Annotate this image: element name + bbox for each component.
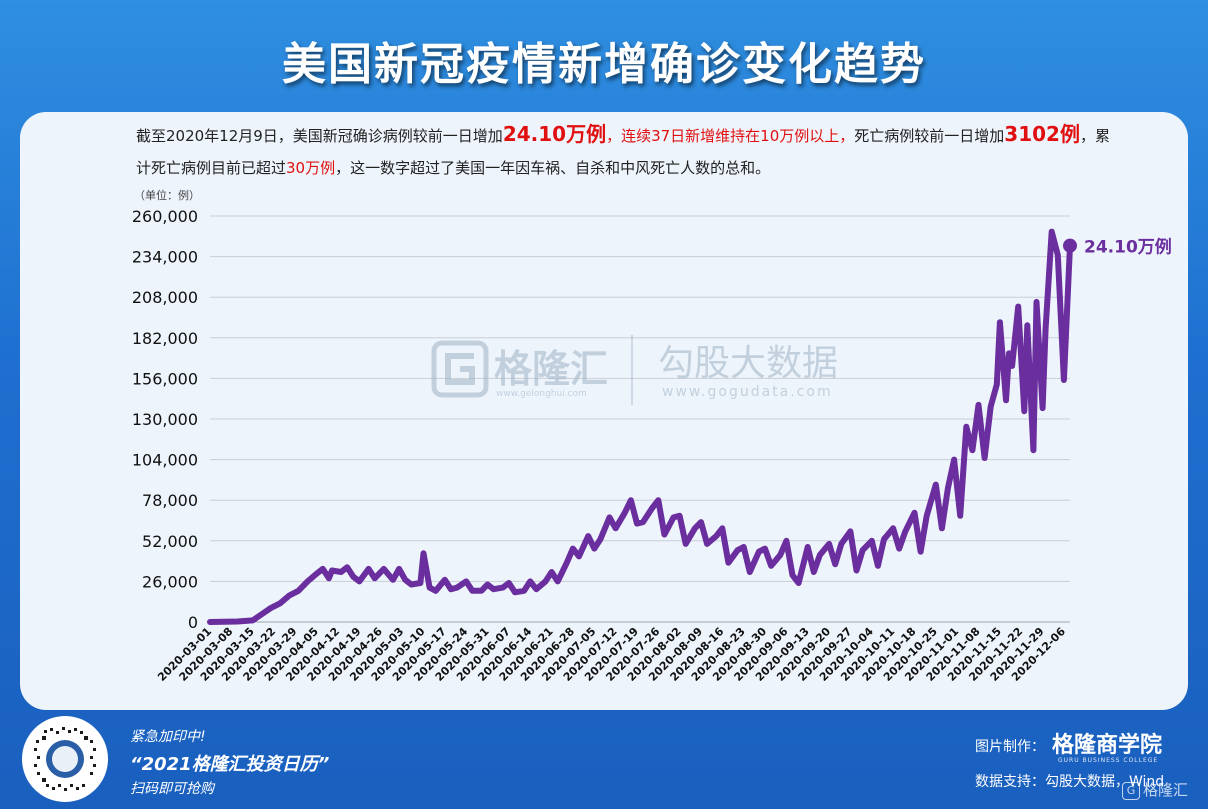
watermark-url-1: www.gelonghui.com xyxy=(496,389,587,399)
desc-text-4: ，这一数字超过了美国一年因车祸、自杀和中风死亡人数的总和。 xyxy=(335,159,771,177)
qr-code-icon xyxy=(24,718,106,800)
y-tick-label: 208,000 xyxy=(132,288,198,307)
series-layer: 24.10万例 xyxy=(207,228,1172,625)
desc-new-cases: 24.10万例 xyxy=(502,122,607,146)
promo-line-2[interactable]: “2021格隆汇投资日历” xyxy=(130,754,330,775)
series-end-point xyxy=(1063,238,1077,253)
promo-line-1: 紧急加印中! xyxy=(130,729,206,745)
brand-logo: 格隆商学院 xyxy=(1052,733,1163,758)
credit-data: 数据支持：勾股大数据，Wind xyxy=(975,774,1165,790)
qr-code[interactable] xyxy=(22,716,108,802)
y-tick-label: 182,000 xyxy=(132,329,198,348)
description: 截至2020年12月9日，美国新冠确诊病例较前一日增加24.10万例，连续37日… xyxy=(136,118,1116,184)
brand-subtitle: GURU BUSINESS COLLEGE xyxy=(1058,757,1159,764)
promo-line-3: 扫码即可抢购 xyxy=(130,781,214,797)
watermark: 格隆汇 www.gelonghui.com 勾股大数据 www.gogudata… xyxy=(431,335,838,405)
corner-logo-text: 格隆汇 xyxy=(1143,781,1189,799)
y-tick-label: 0 xyxy=(188,613,198,632)
y-tick-label: 130,000 xyxy=(132,410,198,429)
corner-logo: G 格隆汇 xyxy=(1122,779,1188,800)
gelonghui-logo-icon xyxy=(431,340,489,398)
credit-made-label: 图片制作： xyxy=(975,739,1045,755)
desc-streak: 连续37日新增维持在10万例以上， xyxy=(621,127,855,145)
corner-logo-icon: G xyxy=(1122,781,1140,800)
y-tick-label: 260,000 xyxy=(132,207,198,226)
chart-grid xyxy=(210,215,1070,623)
desc-text-2: 死亡病例较前一日增加 xyxy=(854,127,1005,145)
y-tick-label: 52,000 xyxy=(142,532,198,551)
y-tick-label: 26,000 xyxy=(142,572,198,591)
desc-text-1: 截至2020年12月9日，美国新冠确诊病例较前一日增加 xyxy=(136,127,503,145)
y-tick-label: 78,000 xyxy=(142,491,198,510)
y-axis: 0 26,000 52,000 78,000 104,000 130,000 156,000… xyxy=(132,207,198,632)
watermark-url-2: www.gogudata.com xyxy=(662,384,833,400)
y-tick-label: 104,000 xyxy=(132,451,198,470)
chart-card xyxy=(20,112,1188,710)
watermark-brand-2: 勾股大数据 xyxy=(658,343,838,384)
watermark-brand-1: 格隆汇 xyxy=(494,347,608,391)
x-axis: 2020-03-012020-03-082020-03-152020-03-22… xyxy=(155,625,1068,684)
desc-total-deaths: 30万例 xyxy=(286,159,336,177)
page-title: 美国新冠疫情新增确诊变化趋势 xyxy=(282,39,926,90)
y-tick-label: 234,000 xyxy=(132,248,198,267)
unit-label: （单位：例） xyxy=(134,189,200,202)
desc-new-deaths: 3102例 xyxy=(1004,122,1080,146)
y-tick-label: 156,000 xyxy=(132,369,198,388)
desc-text-3: ，累计死亡病例目前已超过 xyxy=(136,127,1110,177)
desc-comma: ， xyxy=(606,127,622,145)
line-chart: 格隆汇 www.gelonghui.com 勾股大数据 www.gogudata… xyxy=(132,207,1172,684)
end-data-label: 24.10万例 xyxy=(1084,237,1172,258)
series-line xyxy=(207,228,1073,625)
